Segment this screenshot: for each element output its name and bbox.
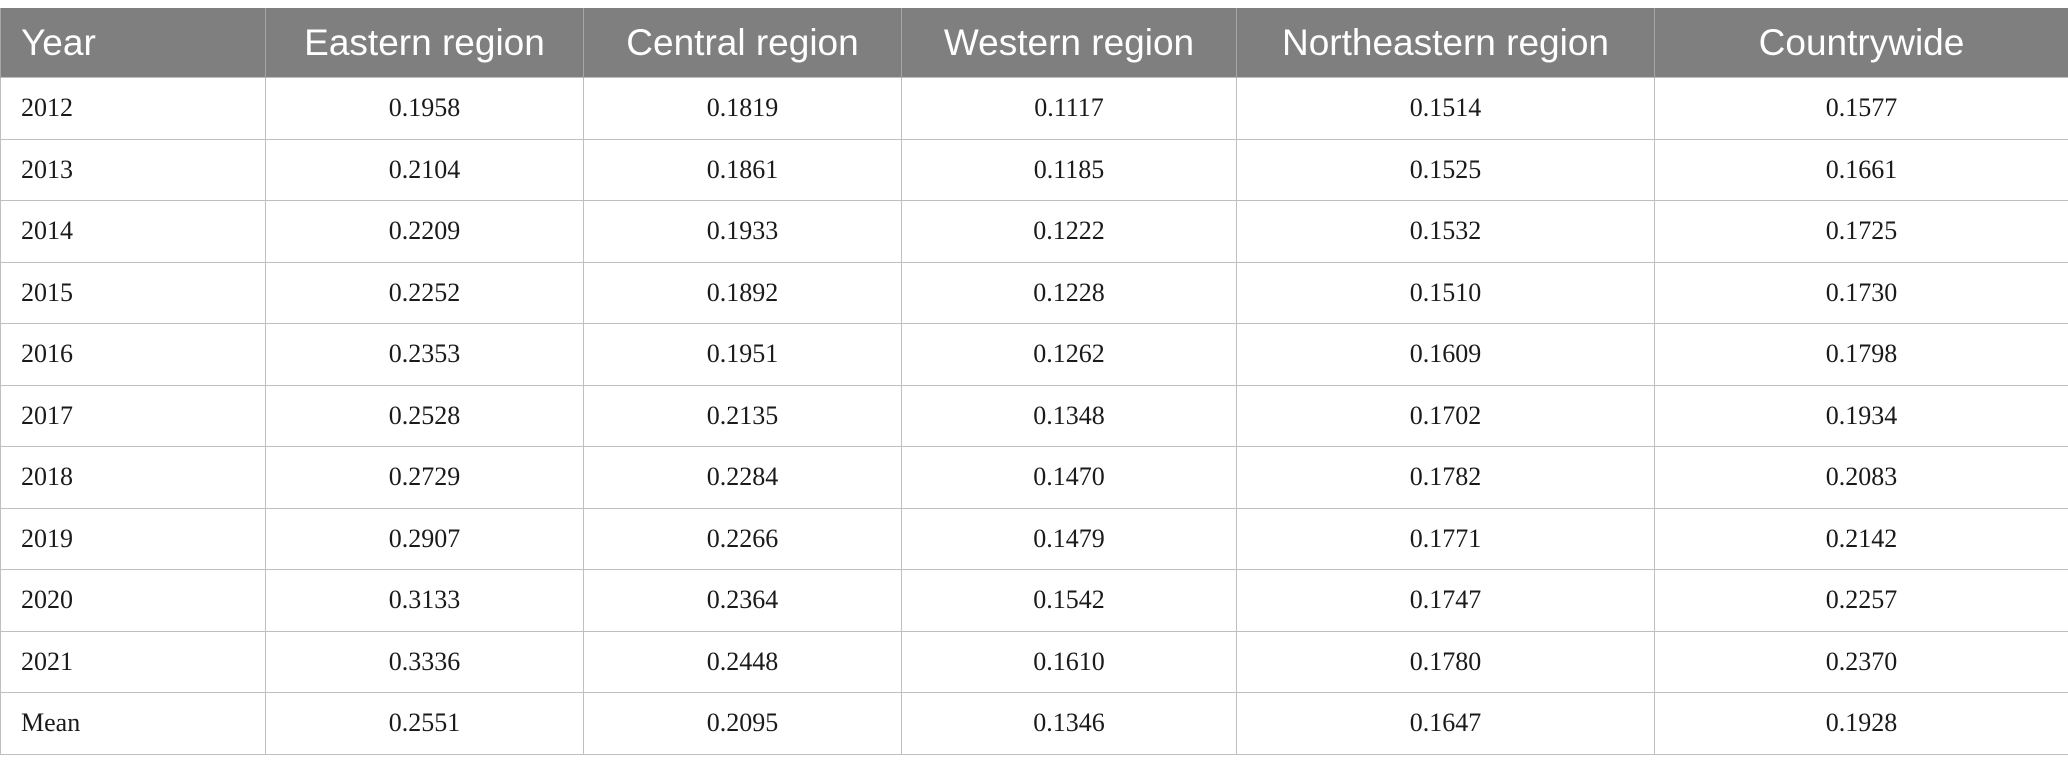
column-header-northeastern-region: Northeastern region: [1236, 8, 1655, 78]
cell-central-region: 0.2266: [583, 507, 902, 570]
cell-countrywide: 0.1725: [1654, 200, 2068, 263]
cell-western-region: 0.1185: [901, 138, 1237, 201]
cell-eastern-region: 0.2729: [265, 446, 584, 509]
cell-western-region: 0.1346: [901, 692, 1237, 755]
cell-northeastern-region: 0.1525: [1236, 138, 1655, 201]
cell-year: 2013: [0, 138, 266, 201]
data-table: Year Eastern region Central region Weste…: [0, 8, 2068, 755]
cell-year: 2015: [0, 261, 266, 324]
cell-countrywide: 0.2370: [1654, 630, 2068, 693]
cell-countrywide: 0.2257: [1654, 569, 2068, 632]
table-row: 2013 0.2104 0.1861 0.1185 0.1525 0.1661: [0, 138, 2068, 201]
header-row: Year Eastern region Central region Weste…: [0, 8, 2068, 78]
table-row: 2019 0.2907 0.2266 0.1479 0.1771 0.2142: [0, 507, 2068, 570]
cell-countrywide: 0.1928: [1654, 692, 2068, 755]
cell-western-region: 0.1262: [901, 323, 1237, 386]
cell-eastern-region: 0.3133: [265, 569, 584, 632]
data-table-container: Year Eastern region Central region Weste…: [0, 8, 2068, 755]
column-header-eastern-region: Eastern region: [265, 8, 584, 78]
cell-western-region: 0.1228: [901, 261, 1237, 324]
cell-northeastern-region: 0.1510: [1236, 261, 1655, 324]
table-row: 2021 0.3336 0.2448 0.1610 0.1780 0.2370: [0, 630, 2068, 693]
cell-central-region: 0.1933: [583, 200, 902, 263]
table-row: 2017 0.2528 0.2135 0.1348 0.1702 0.1934: [0, 384, 2068, 447]
cell-central-region: 0.2284: [583, 446, 902, 509]
cell-eastern-region: 0.1958: [265, 77, 584, 140]
cell-central-region: 0.2135: [583, 384, 902, 447]
cell-eastern-region: 0.2209: [265, 200, 584, 263]
cell-eastern-region: 0.2528: [265, 384, 584, 447]
cell-year: 2012: [0, 77, 266, 140]
column-header-countrywide: Countrywide: [1654, 8, 2068, 78]
cell-northeastern-region: 0.1647: [1236, 692, 1655, 755]
cell-eastern-region: 0.2551: [265, 692, 584, 755]
cell-northeastern-region: 0.1771: [1236, 507, 1655, 570]
cell-central-region: 0.2364: [583, 569, 902, 632]
cell-eastern-region: 0.3336: [265, 630, 584, 693]
table-row: Mean 0.2551 0.2095 0.1346 0.1647 0.1928: [0, 692, 2068, 755]
cell-central-region: 0.1892: [583, 261, 902, 324]
cell-northeastern-region: 0.1532: [1236, 200, 1655, 263]
cell-eastern-region: 0.2252: [265, 261, 584, 324]
cell-northeastern-region: 0.1702: [1236, 384, 1655, 447]
cell-western-region: 0.1117: [901, 77, 1237, 140]
cell-northeastern-region: 0.1609: [1236, 323, 1655, 386]
table-row: 2012 0.1958 0.1819 0.1117 0.1514 0.1577: [0, 77, 2068, 140]
table-row: 2015 0.2252 0.1892 0.1228 0.1510 0.1730: [0, 261, 2068, 324]
table-row: 2016 0.2353 0.1951 0.1262 0.1609 0.1798: [0, 323, 2068, 386]
cell-central-region: 0.1861: [583, 138, 902, 201]
cell-western-region: 0.1542: [901, 569, 1237, 632]
table-row: 2018 0.2729 0.2284 0.1470 0.1782 0.2083: [0, 446, 2068, 509]
cell-central-region: 0.1951: [583, 323, 902, 386]
cell-countrywide: 0.2142: [1654, 507, 2068, 570]
cell-central-region: 0.2095: [583, 692, 902, 755]
cell-central-region: 0.2448: [583, 630, 902, 693]
cell-western-region: 0.1348: [901, 384, 1237, 447]
table-header: Year Eastern region Central region Weste…: [0, 8, 2068, 78]
cell-northeastern-region: 0.1514: [1236, 77, 1655, 140]
table-row: 2020 0.3133 0.2364 0.1542 0.1747 0.2257: [0, 569, 2068, 632]
cell-countrywide: 0.1798: [1654, 323, 2068, 386]
cell-eastern-region: 0.2907: [265, 507, 584, 570]
cell-countrywide: 0.2083: [1654, 446, 2068, 509]
table-row: 2014 0.2209 0.1933 0.1222 0.1532 0.1725: [0, 200, 2068, 263]
column-header-western-region: Western region: [901, 8, 1237, 78]
cell-year: 2014: [0, 200, 266, 263]
cell-countrywide: 0.1730: [1654, 261, 2068, 324]
cell-countrywide: 0.1934: [1654, 384, 2068, 447]
cell-western-region: 0.1470: [901, 446, 1237, 509]
cell-year: 2021: [0, 630, 266, 693]
cell-year: 2019: [0, 507, 266, 570]
column-header-central-region: Central region: [583, 8, 902, 78]
column-header-year: Year: [0, 8, 266, 78]
cell-year: 2018: [0, 446, 266, 509]
cell-western-region: 0.1479: [901, 507, 1237, 570]
cell-northeastern-region: 0.1782: [1236, 446, 1655, 509]
cell-western-region: 0.1222: [901, 200, 1237, 263]
cell-western-region: 0.1610: [901, 630, 1237, 693]
cell-northeastern-region: 0.1780: [1236, 630, 1655, 693]
cell-year: 2017: [0, 384, 266, 447]
cell-eastern-region: 0.2104: [265, 138, 584, 201]
cell-countrywide: 0.1577: [1654, 77, 2068, 140]
cell-countrywide: 0.1661: [1654, 138, 2068, 201]
cell-year: 2020: [0, 569, 266, 632]
cell-northeastern-region: 0.1747: [1236, 569, 1655, 632]
cell-year: 2016: [0, 323, 266, 386]
cell-eastern-region: 0.2353: [265, 323, 584, 386]
table-body: 2012 0.1958 0.1819 0.1117 0.1514 0.1577 2013 0.…: [0, 77, 2068, 755]
cell-central-region: 0.1819: [583, 77, 902, 140]
cell-year: Mean: [0, 692, 266, 755]
